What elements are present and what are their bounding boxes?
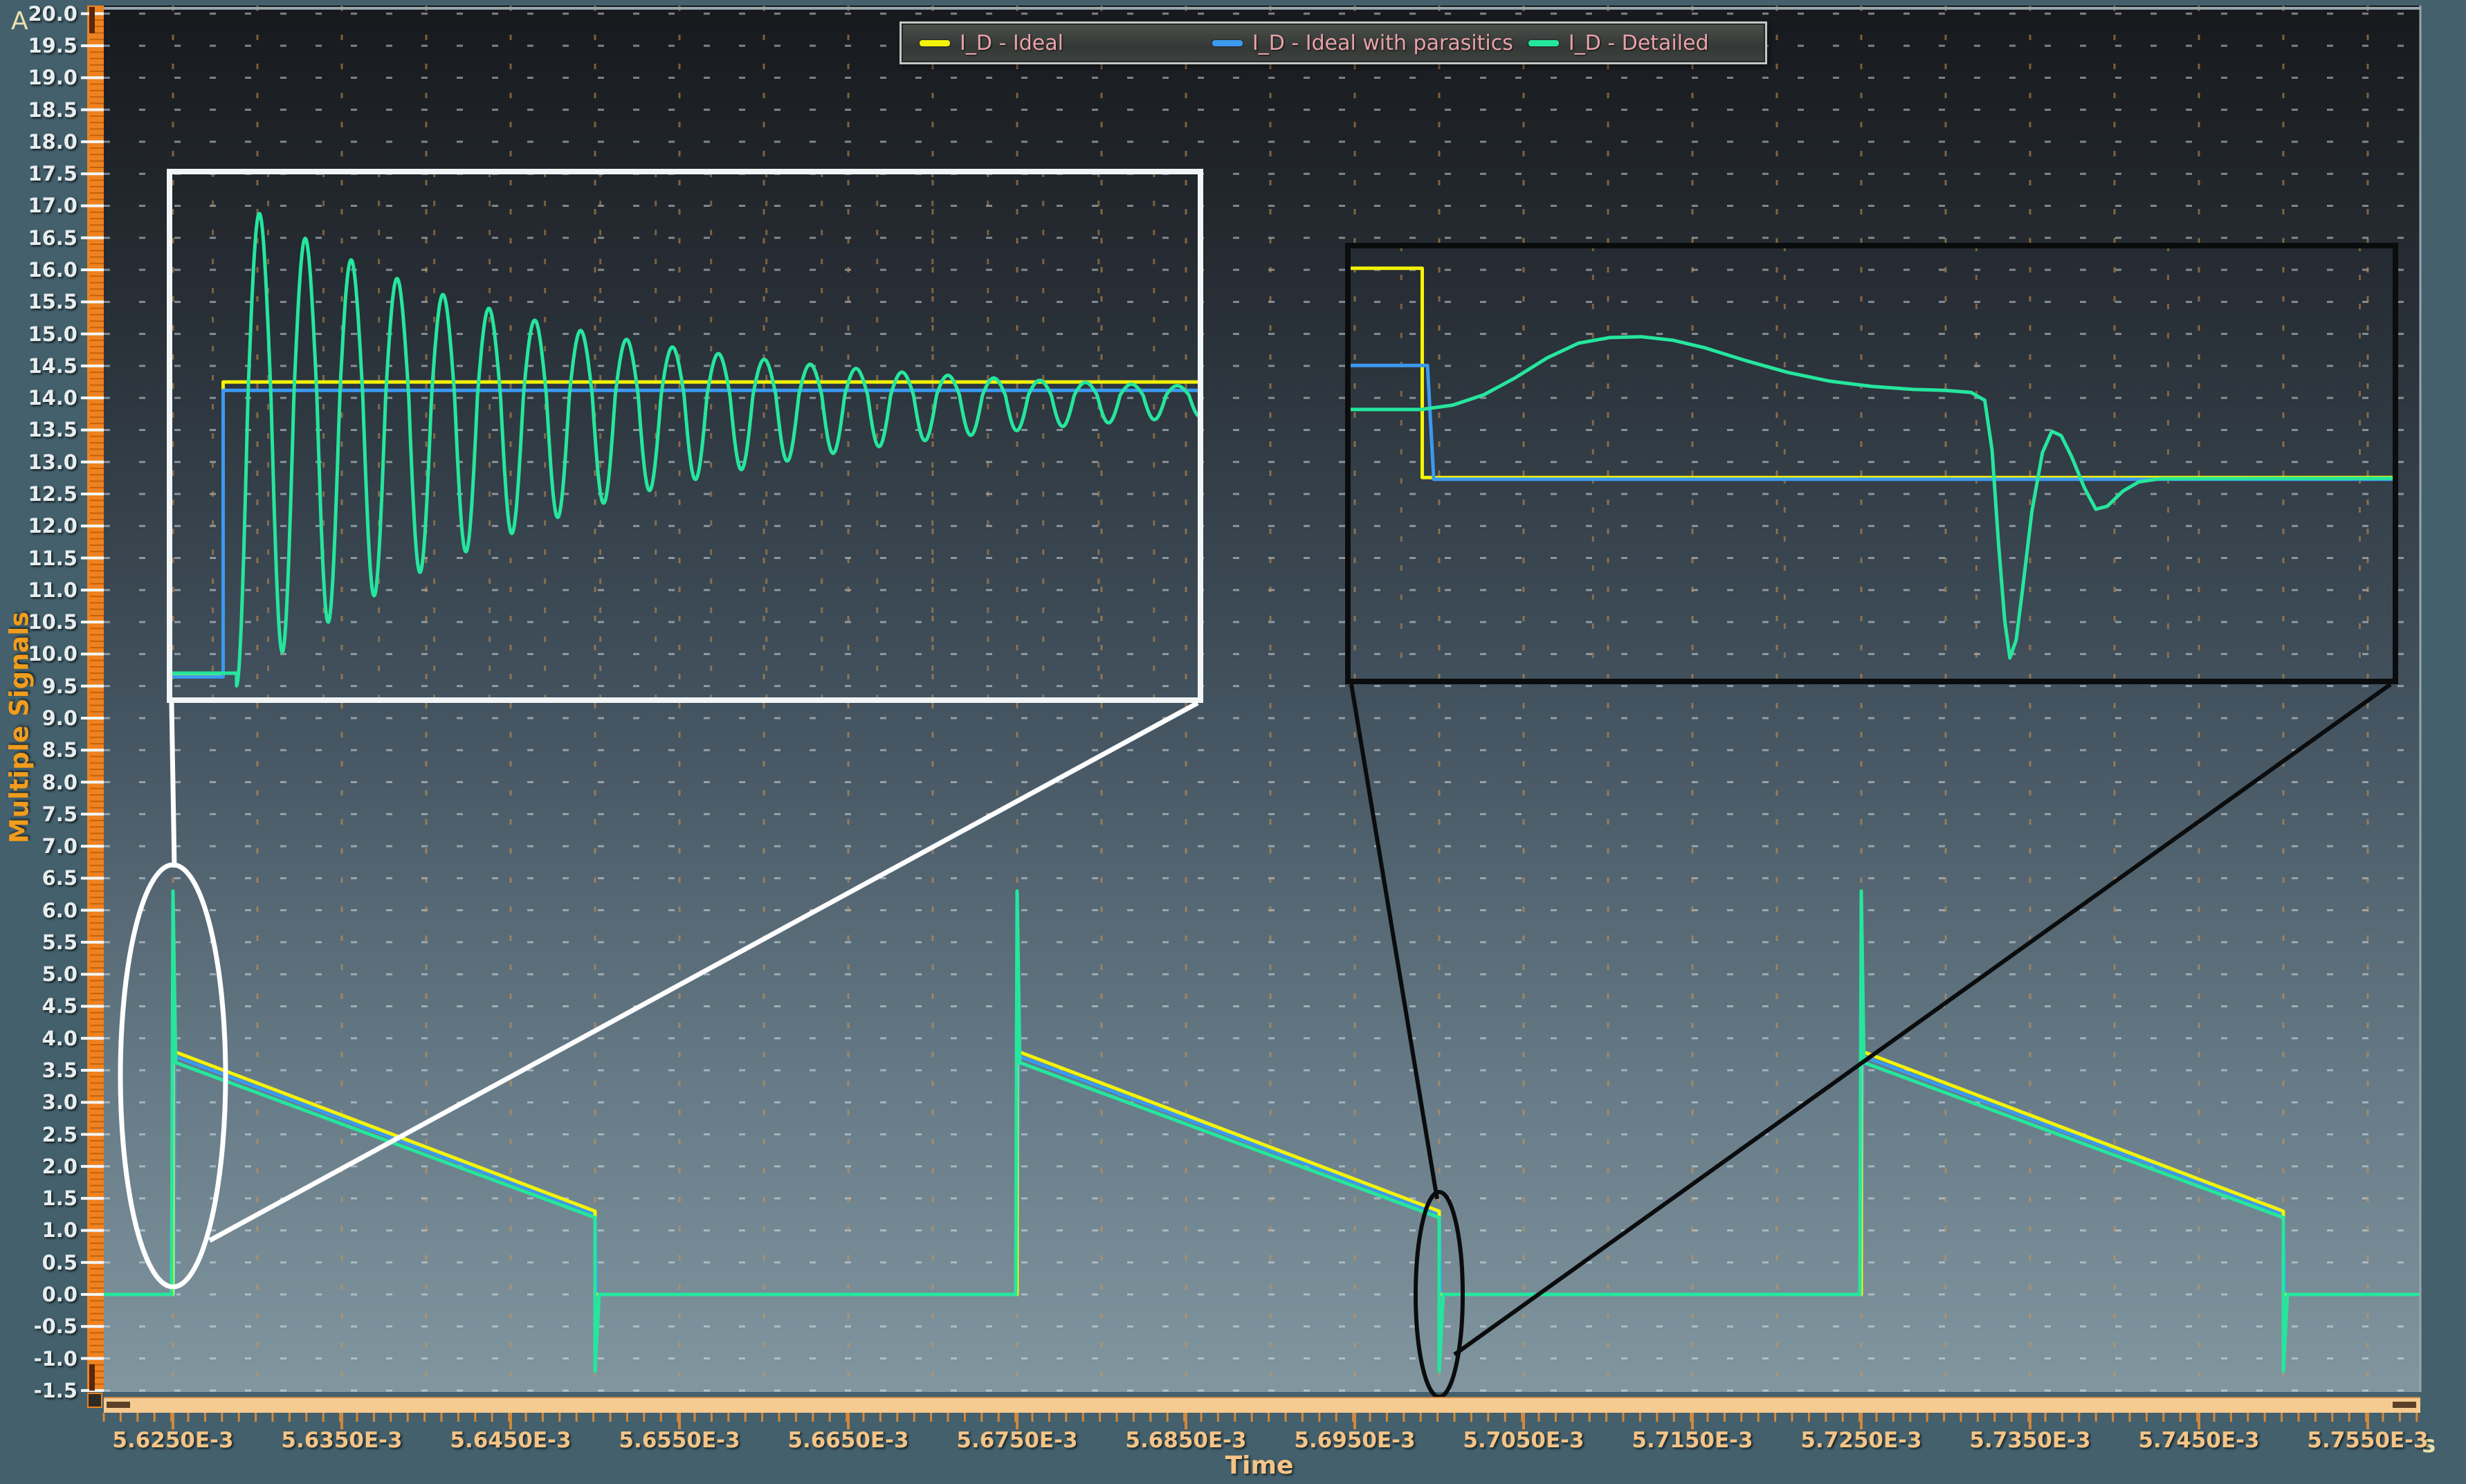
legend-item[interactable]: I_D - Ideal with parasitics [1212, 31, 1513, 55]
y-tick-label: 12.0 [28, 514, 77, 538]
x-tick-label: 5.6350E-3 [281, 1428, 403, 1453]
x-tick-label: 5.7150E-3 [1632, 1428, 1753, 1453]
callout-connector [1349, 684, 1439, 1200]
y-tick-label: 8.0 [42, 770, 77, 794]
y-tick-label: 17.5 [28, 162, 77, 186]
series-i-d-ideal-with-parasitics [104, 1054, 2420, 1297]
x-tick-label: 5.6550E-3 [619, 1428, 740, 1453]
y-tick-label: 1.5 [42, 1187, 77, 1211]
x-axis-ruler[interactable] [102, 1397, 2420, 1429]
x-tick-label: 5.7350E-3 [1969, 1428, 2091, 1453]
y-tick-label: 20.0 [28, 1, 77, 26]
callout-connector [208, 700, 1199, 1243]
y-tick-label: 14.0 [28, 386, 77, 410]
legend-item[interactable]: I_D - Ideal [920, 31, 1063, 55]
y-tick-label: 12.5 [28, 482, 77, 506]
x-axis-unit-label: s [2422, 1431, 2436, 1458]
inset-series [1348, 363, 2395, 482]
legend-item-label: I_D - Ideal with parasitics [1252, 30, 1513, 55]
inset-turn-off [1348, 246, 2395, 681]
y-tick-label: 14.5 [28, 354, 77, 378]
y-tick-label: 4.5 [42, 994, 77, 1018]
legend-line-swatch-icon [1528, 39, 1559, 46]
x-tick-label: 5.7050E-3 [1463, 1428, 1584, 1453]
main-series [104, 889, 2420, 1373]
x-tick-label: 5.7550E-3 [2307, 1428, 2429, 1453]
legend-item-label: I_D - Ideal [960, 30, 1063, 55]
x-tick-label: 5.6250E-3 [112, 1428, 234, 1453]
y-axis-ruler[interactable] [81, 6, 104, 1392]
y-tick-label: 18.0 [28, 129, 77, 154]
y-tick-label: 9.0 [42, 706, 77, 730]
inset-turn-on [170, 172, 1200, 700]
x-tick-label: 5.7450E-3 [2138, 1428, 2260, 1453]
y-tick-label: 6.0 [42, 898, 77, 922]
ruler-corner-widget[interactable] [87, 1393, 102, 1408]
y-tick-label: 19.5 [28, 34, 77, 58]
y-tick-label: 0.0 [42, 1283, 77, 1306]
y-tick-label: 3.5 [42, 1059, 77, 1083]
y-tick-label: 15.5 [28, 290, 77, 314]
y-tick-label: 5.5 [42, 930, 77, 954]
turn-on-callout [118, 862, 228, 1290]
y-tick-label: 0.5 [42, 1250, 77, 1274]
y-tick-label: -1.5 [33, 1378, 77, 1402]
y-tick-label: 18.5 [28, 98, 77, 122]
x-tick-label: 5.6750E-3 [956, 1428, 1078, 1453]
callout-connector [1453, 682, 2392, 1357]
inset-series [170, 388, 1200, 679]
y-tick-label: -1.0 [33, 1346, 77, 1371]
inset-turn-on-frame [167, 169, 1203, 703]
inset-turn-off-frame [1345, 243, 2398, 684]
legend-item-label: I_D - Detailed [1568, 30, 1709, 55]
callout-connector [169, 702, 177, 868]
y-tick-label: 19.0 [28, 66, 77, 90]
y-axis-unit-label: A [11, 7, 28, 35]
inset-series [1348, 335, 2395, 660]
y-tick-label: -0.5 [33, 1314, 77, 1339]
y-tick-label: 1.0 [42, 1218, 77, 1243]
y-tick-label: 11.5 [28, 546, 77, 570]
legend[interactable]: I_D - Ideal I_D - Ideal with parasitics I_… [899, 21, 1767, 64]
y-tick-label: 10.5 [28, 610, 77, 634]
x-axis-title: Time [1225, 1451, 1294, 1480]
x-tick-label: 5.7250E-3 [1800, 1428, 1922, 1453]
y-tick-label: 11.0 [28, 578, 77, 602]
x-tick-label: 5.6850E-3 [1125, 1428, 1247, 1453]
inset-series [170, 212, 1200, 688]
x-tick-label: 5.6950E-3 [1294, 1428, 1416, 1453]
y-tick-label: 16.5 [28, 226, 77, 250]
legend-line-swatch-icon [1212, 39, 1243, 46]
y-tick-label: 3.0 [42, 1090, 77, 1115]
y-tick-label: 10.0 [28, 642, 77, 666]
x-tick-label: 5.6450E-3 [450, 1428, 572, 1453]
y-tick-label: 7.0 [42, 834, 77, 859]
y-tick-label: 8.5 [42, 738, 77, 762]
y-tick-label: 17.0 [28, 194, 77, 218]
legend-line-swatch-icon [920, 39, 950, 46]
y-tick-label: 9.5 [42, 674, 77, 698]
y-tick-label: 4.0 [42, 1026, 77, 1050]
series-i-d-ideal [104, 1049, 2420, 1297]
y-tick-label: 16.0 [28, 258, 77, 282]
legend-item[interactable]: I_D - Detailed [1528, 31, 1709, 55]
y-tick-label: 2.5 [42, 1122, 77, 1146]
y-tick-label: 7.5 [42, 802, 77, 826]
x-tick-label: 5.6650E-3 [787, 1428, 909, 1453]
y-tick-label: 13.0 [28, 450, 77, 474]
y-tick-label: 6.5 [42, 866, 77, 890]
y-tick-label: 5.0 [42, 962, 77, 987]
y-tick-label: 13.5 [28, 418, 77, 442]
y-tick-label: 15.0 [28, 322, 77, 346]
y-tick-label: 2.0 [42, 1154, 77, 1178]
series-i-d-detailed [104, 889, 2420, 1373]
